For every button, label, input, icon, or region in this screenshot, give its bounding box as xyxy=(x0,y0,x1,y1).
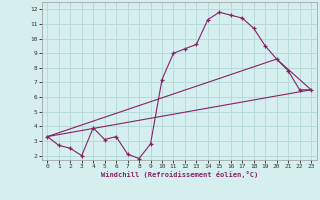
X-axis label: Windchill (Refroidissement éolien,°C): Windchill (Refroidissement éolien,°C) xyxy=(100,171,258,178)
